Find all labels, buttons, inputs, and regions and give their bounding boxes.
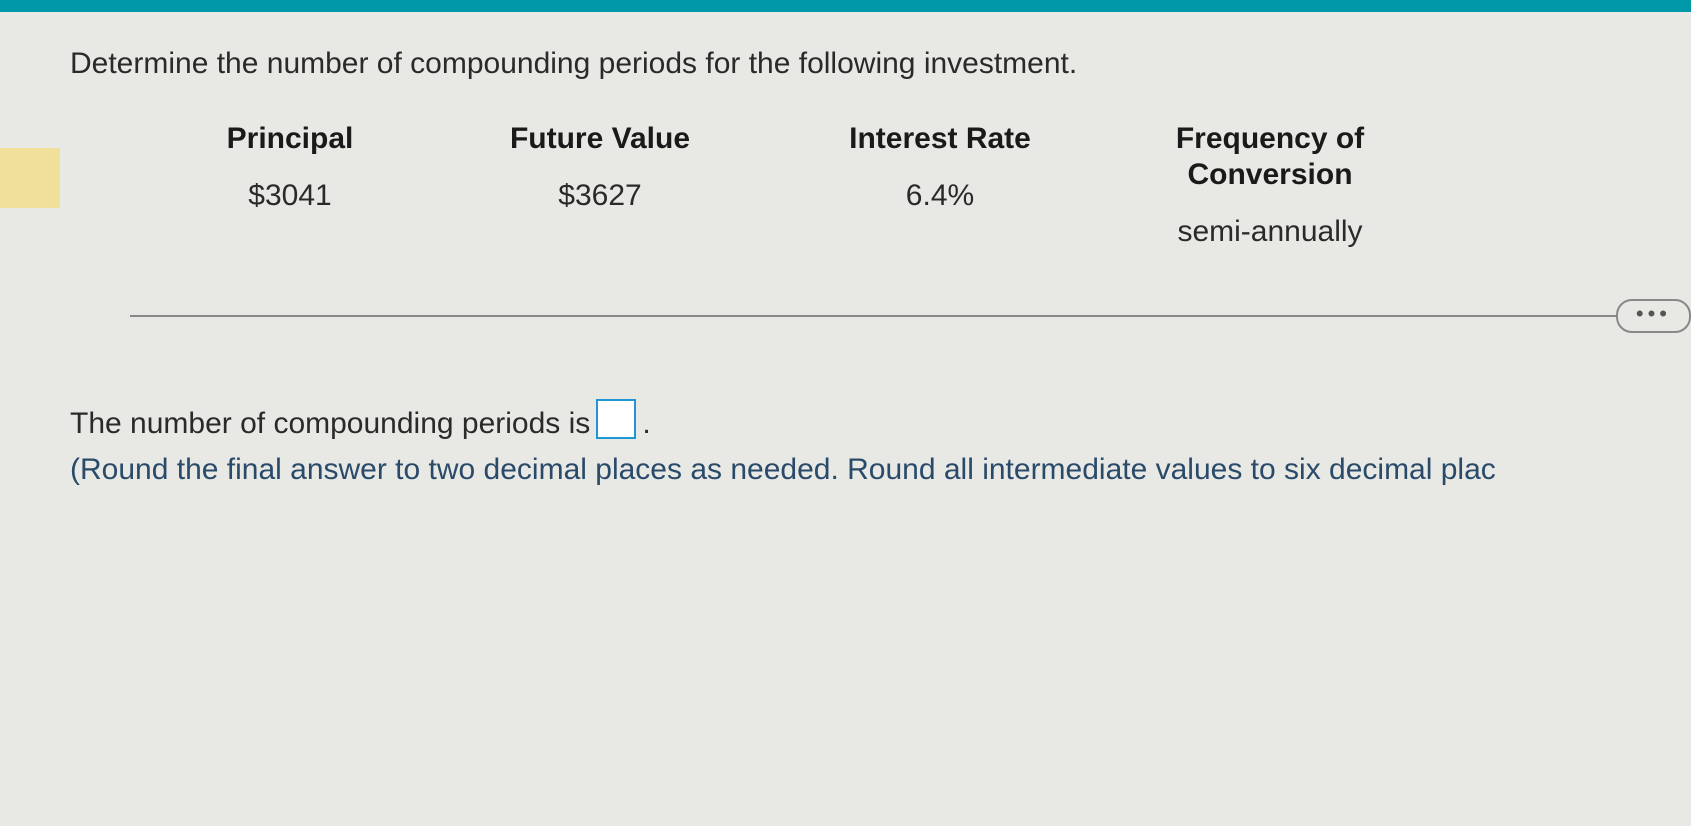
column-header: Interest Rate bbox=[770, 121, 1110, 157]
top-accent-bar bbox=[0, 0, 1691, 12]
column-header: Principal bbox=[150, 121, 430, 157]
table-column-future-value: Future Value $3627 bbox=[430, 121, 770, 249]
answer-input-box[interactable] bbox=[596, 399, 636, 439]
section-divider bbox=[130, 315, 1616, 317]
answer-suffix-punct: . bbox=[642, 407, 650, 441]
column-value: $3627 bbox=[430, 179, 770, 213]
question-prompt: Determine the number of compounding peri… bbox=[70, 47, 1691, 81]
table-column-frequency: Frequency of Conversion semi-annually bbox=[1110, 121, 1430, 249]
answer-section: The number of compounding periods is . (… bbox=[70, 393, 1691, 487]
content-area: Determine the number of compounding peri… bbox=[0, 12, 1691, 487]
column-header: Future Value bbox=[430, 121, 770, 157]
divider-row: ••• bbox=[70, 299, 1691, 333]
answer-line: The number of compounding periods is . bbox=[70, 393, 1691, 441]
table-column-interest-rate: Interest Rate 6.4% bbox=[770, 121, 1110, 249]
table-column-principal: Principal $3041 bbox=[150, 121, 430, 249]
column-header: Frequency of Conversion bbox=[1110, 121, 1430, 193]
column-value: semi-annually bbox=[1110, 215, 1430, 249]
investment-table: Principal $3041 Future Value $3627 Inter… bbox=[150, 121, 1691, 249]
more-options-button[interactable]: ••• bbox=[1616, 299, 1691, 333]
rounding-hint: (Round the final answer to two decimal p… bbox=[70, 453, 1691, 487]
column-value: $3041 bbox=[150, 179, 430, 213]
left-highlight-marker bbox=[0, 148, 60, 208]
column-value: 6.4% bbox=[770, 179, 1110, 213]
answer-prefix-text: The number of compounding periods is bbox=[70, 407, 590, 441]
